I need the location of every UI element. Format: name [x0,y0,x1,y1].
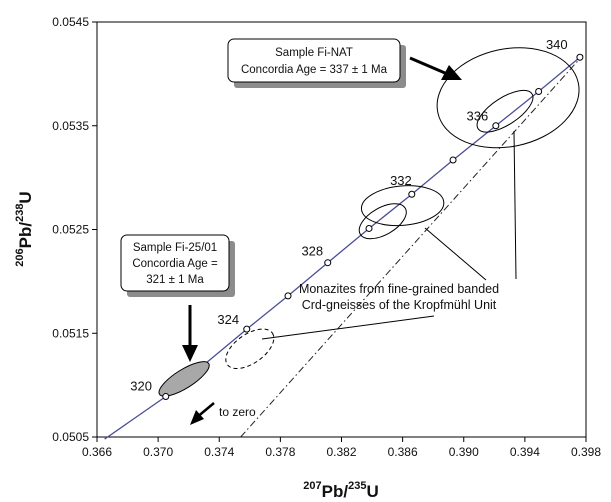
concordia-marker [365,224,373,232]
fi-nat-arrow-shaft [409,56,446,75]
error-ellipse [225,328,275,370]
monazite-line-2: Crd-gneisses of the Kropfmühl Unit [302,298,497,312]
x-tick-label: 0.378 [265,445,295,459]
fi-nat-line-1: Sample Fi-NAT [275,47,353,59]
concordia-marker [492,122,500,130]
monazite-line-1: Monazites from fine-grained banded [299,282,499,296]
y-axis-title-sup1: 206 [14,248,26,266]
age-label: 328 [301,243,323,258]
fi-nat-annotation: Sample Fi-NAT Concordia Age = 337 ± 1 Ma [227,38,462,88]
x-tick-label: 0.398 [571,445,601,459]
x-tick-label: 0.370 [143,445,173,459]
fi-2501-line-1: Sample Fi-25/01 [133,242,217,254]
x-tick-label: 0.382 [326,445,356,459]
age-label: 336 [466,109,488,124]
to-zero-label: to zero [219,405,256,419]
x-tick-label: 0.386 [388,445,418,459]
y-tick-label: 0.0525 [52,223,89,237]
leader-line-to-336 [513,130,517,280]
fi-nat-box [227,38,401,83]
concordia-marker [576,53,584,61]
monazite-annotation: Monazites from fine-grained banded Crd-g… [261,130,517,340]
error-ellipse [476,89,534,133]
y-tick-label: 0.0505 [52,430,89,444]
fi-2501-box [120,234,230,292]
fi-nat-line-2: Concordia Age = 337 ± 1 Ma [241,64,388,76]
concordia-marker [162,393,170,401]
x-axis-title-main2: U [366,482,378,501]
x-axis-title: 207Pb/235U [303,480,378,501]
error-ellipses [158,47,580,397]
y-tick-label: 0.0545 [52,15,89,29]
x-tick-label: 0.390 [449,445,479,459]
discordia-layer [240,54,584,438]
error-ellipse [158,361,210,397]
concordia-marker [324,259,332,267]
leader-line-to-332 [424,227,487,281]
error-ellipse [358,203,407,240]
y-axis-title-sup2: 238 [14,204,26,222]
x-tick-label: 0.366 [82,445,112,459]
y-axis-title-main1: Pb/ [16,222,35,249]
y-axis-ticks: 0.0505 0.0515 0.0525 0.0535 0.0545 [52,15,97,444]
y-tick-label: 0.0515 [52,326,89,340]
y-axis-title-main2: U [16,191,35,203]
concordia-marker [408,190,416,198]
x-axis-ticks: 0.366 0.370 0.374 0.378 0.382 0.386 0.390 0.394… [82,437,601,459]
y-axis-title-text: 206Pb/238U [14,191,35,266]
error-ellipse [360,185,445,227]
concordia-marker [535,88,543,96]
x-axis-title-text: 207Pb/235U [303,480,378,501]
fi-2501-annotation: Sample Fi-25/01 Concordia Age = 321 ± 1 … [120,234,235,362]
x-axis-title-sup1: 207 [303,480,321,492]
x-tick-label: 0.374 [204,445,234,459]
to-zero-annotation: to zero [190,402,256,425]
age-label: 332 [390,173,412,188]
y-axis-title: 206Pb/238U [14,191,35,266]
concordia-marker [449,156,457,164]
x-axis-title-main1: Pb/ [322,482,349,501]
concordia-marker [243,325,251,333]
fi-2501-line-3: 321 ± 1 Ma [146,274,204,286]
x-axis-title-sup2: 235 [348,480,366,492]
concordia-marker [284,292,292,300]
age-label: 324 [217,312,239,327]
age-labels: 320 324 328 332 336 340 [130,37,567,393]
x-tick-label: 0.394 [510,445,540,459]
fi-2501-arrow-head [182,345,198,362]
to-zero-arrow-head [190,410,204,425]
age-label: 320 [130,378,152,393]
error-ellipse [436,47,580,149]
age-label: 340 [546,37,568,52]
discordia-line [240,54,584,438]
concordia-markers [162,53,584,401]
y-tick-label: 0.0535 [52,119,89,133]
leader-line-to-324 [261,315,435,340]
fi-2501-line-2: Concordia Age = [132,258,218,270]
fi-nat-arrow-head [441,65,462,80]
